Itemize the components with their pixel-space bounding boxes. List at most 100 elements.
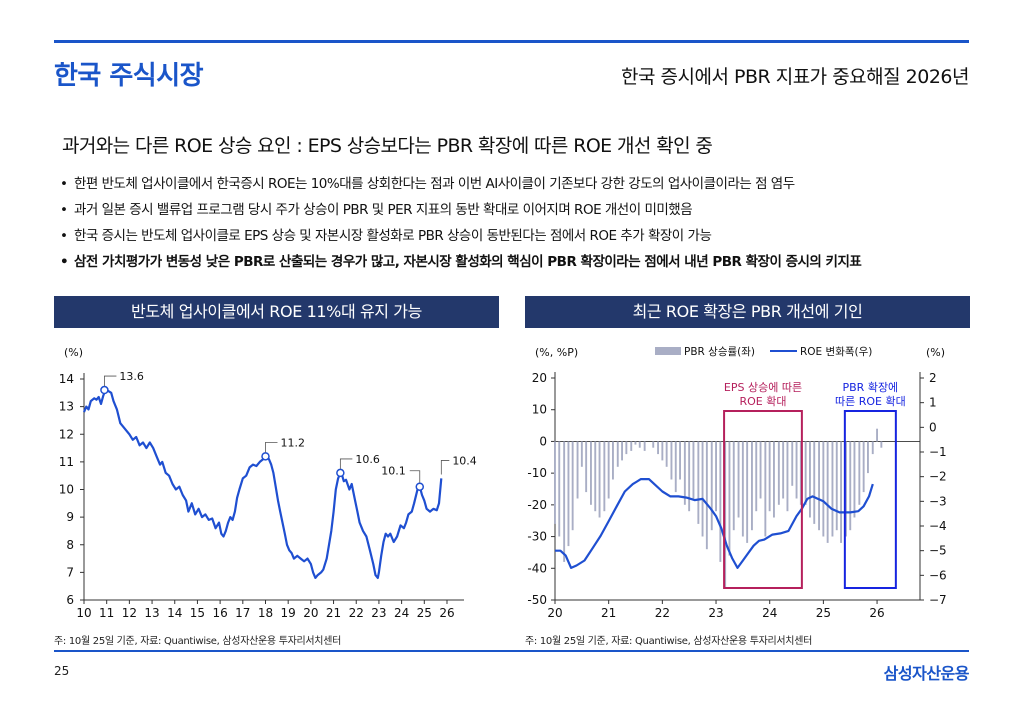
annotation-label: 13.6	[119, 370, 144, 383]
pbr-bar	[715, 441, 717, 512]
bullet-marker: •	[60, 228, 68, 244]
right-chart-title: 최근 ROE 확장은 PBR 개선에 기인	[525, 296, 970, 328]
pbr-bar	[813, 441, 816, 524]
peak-marker	[100, 385, 109, 395]
bullet-text: 한국 증시는 반도체 업사이클로 EPS 상승 및 자본시장 활성화로 PBR …	[74, 228, 712, 244]
pbr-bar	[665, 441, 668, 467]
pbr-bar	[705, 441, 708, 550]
left-axis-label: (%, %P)	[535, 346, 578, 359]
y-tick-label: 13	[59, 400, 74, 414]
x-tick-label: 19	[281, 606, 296, 620]
peak-marker	[261, 452, 270, 461]
pbr-bar	[849, 441, 852, 531]
page-title: 한국 주식시장	[54, 61, 204, 91]
pbr-bar	[835, 441, 838, 531]
pbr-bar	[831, 441, 834, 537]
footer-rule	[54, 650, 969, 652]
pbr-bar	[862, 441, 865, 493]
pbr-bar	[755, 441, 758, 512]
pbr-bar	[692, 441, 695, 499]
pbr-bar	[732, 441, 735, 531]
y-tick-label: 10	[59, 483, 74, 497]
right-tick-label: −5	[929, 544, 947, 558]
bullet-item: • 한편 반도체 업사이클에서 한국증시 ROE는 10%대를 상회한다는 점과 …	[60, 172, 980, 198]
x-tick-label: 25	[417, 606, 432, 620]
legend-bar-label: PBR 상승률(좌)	[684, 346, 755, 358]
pbr-bar	[576, 441, 579, 499]
right-tick-label: −1	[929, 445, 947, 459]
y-axis-label: (%)	[64, 346, 83, 359]
annotation-leader	[409, 470, 421, 483]
pbr-bar	[630, 441, 633, 451]
pbr-bar	[567, 441, 570, 547]
roe-series-line	[82, 388, 443, 579]
annotation-label: 10.4	[452, 454, 477, 467]
pbr-bar	[603, 441, 606, 512]
bullet-text: 과거 일본 증시 밸류업 프로그램 당시 주가 상승이 PBR 및 PER 지표…	[74, 202, 693, 218]
pbr-bar	[858, 441, 861, 505]
y-tick-label: 14	[59, 372, 74, 386]
pbr-bar	[719, 441, 722, 562]
left-chart-source: 주: 10월 25일 기준, 자료: Quantiwise, 삼성자산운용 투자…	[54, 636, 341, 647]
pbr-bar	[710, 441, 713, 531]
pbr-bar	[607, 441, 610, 499]
x-tick-label: 22	[349, 606, 364, 620]
pbr-bar	[751, 441, 753, 531]
eps-highlight-label: EPS 상승에 따른	[724, 381, 802, 394]
brand-logo: 삼성자산운용	[883, 664, 970, 683]
x-tick-label: 15	[190, 606, 205, 620]
pbr-bar	[683, 441, 686, 505]
pbr-bar	[621, 441, 623, 461]
x-tick-label: 26	[869, 606, 884, 620]
pbr-bar	[840, 441, 842, 543]
pbr-bar	[724, 441, 727, 588]
pbr-bar	[871, 441, 874, 455]
right-tick-label: −7	[929, 593, 947, 607]
bullet-text: 삼전 가치평가가 변동성 낮은 PBR로 산출되는 경우가 많고, 자본시장 활…	[74, 254, 862, 270]
pbr-bar	[679, 441, 681, 480]
x-tick-label: 24	[394, 606, 409, 620]
pbr-bar	[822, 441, 825, 537]
pbr-bar	[688, 441, 691, 512]
bullet-marker: •	[60, 202, 68, 218]
y-tick-label: 9	[66, 510, 74, 524]
left-tick-label: -20	[527, 498, 547, 512]
pbr-bar	[845, 441, 847, 537]
left-tick-label: -10	[527, 466, 547, 480]
left-tick-label: -50	[527, 593, 547, 607]
x-tick-label: 18	[258, 606, 273, 620]
pbr-bar	[616, 441, 619, 467]
pbr-bar	[804, 441, 807, 505]
pbr-bar	[737, 441, 740, 518]
pbr-bar	[674, 441, 677, 493]
pbr-bar	[612, 441, 614, 480]
pbr-bar	[799, 441, 802, 505]
right-tick-label: −3	[929, 494, 947, 508]
y-tick-label: 12	[59, 427, 74, 441]
pbr-roe-combo-chart: (%, %P) (%)PBR 상승률(좌) ROE 변화폭(우)20100-10-2…	[527, 346, 947, 620]
bullet-marker: •	[60, 254, 69, 270]
annotation-leader	[339, 458, 353, 469]
eps-highlight-label: ROE 확대	[739, 395, 786, 408]
pbr-bar	[818, 441, 820, 531]
pbr-bar	[558, 441, 561, 537]
x-tick-label: 16	[212, 606, 227, 620]
y-tick-label: 11	[59, 455, 74, 469]
pbr-bar	[563, 441, 566, 562]
pbr-bar	[826, 441, 829, 543]
pbr-bar	[643, 441, 646, 451]
pbr-bar	[777, 441, 780, 505]
x-tick-label: 22	[655, 606, 670, 620]
bullet-marker: •	[60, 176, 68, 192]
right-tick-label: −2	[929, 470, 947, 484]
header-rule	[54, 40, 969, 43]
left-chart-title: 반도체 업사이클에서 ROE 11%대 유지 가능	[54, 296, 499, 328]
legend-bar-swatch	[655, 347, 681, 355]
pbr-bar	[701, 441, 704, 537]
pbr-bar	[782, 441, 785, 499]
pbr-bar	[661, 441, 664, 461]
pbr-bar	[773, 441, 775, 518]
pbr-highlight-label: 따른 ROE 확대	[835, 395, 906, 408]
pbr-bar	[853, 441, 856, 518]
right-tick-label: 1	[929, 396, 937, 410]
